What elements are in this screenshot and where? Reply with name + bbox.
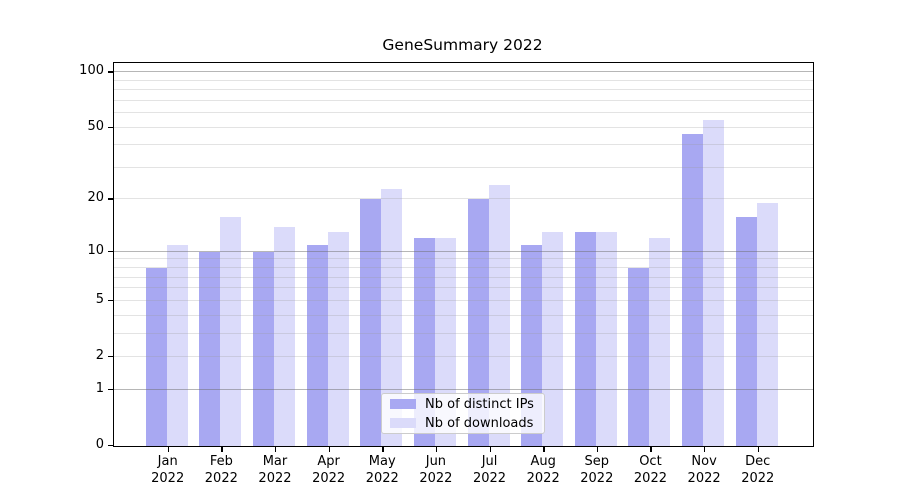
bar-downloads-jan bbox=[166, 244, 188, 446]
gridline-50 bbox=[114, 126, 813, 128]
x-tick-label-feb: Feb 2022 bbox=[204, 454, 238, 486]
x-tick-label-apr: Apr 2022 bbox=[312, 454, 346, 486]
gridline-90 bbox=[114, 79, 813, 81]
y-tick-label-20: 20 bbox=[87, 190, 104, 206]
x-tick-jun bbox=[435, 447, 438, 453]
bar-downloads-aug bbox=[542, 232, 564, 446]
y-tick-2 bbox=[107, 356, 113, 358]
bar-ips-jul bbox=[467, 199, 489, 446]
x-tick-label-sep: Sep 2022 bbox=[580, 454, 614, 486]
bar-downloads-jul bbox=[488, 185, 510, 446]
legend-swatch-ips bbox=[390, 399, 416, 409]
bar-ips-jan bbox=[145, 268, 167, 446]
gridline-80 bbox=[114, 89, 813, 91]
bar-downloads-mar bbox=[273, 226, 295, 446]
gridline-20 bbox=[114, 198, 813, 200]
y-tick-100 bbox=[107, 71, 113, 73]
bar-downloads-may bbox=[381, 188, 403, 446]
bar-downloads-dec bbox=[756, 203, 778, 446]
y-tick-label-0: 0 bbox=[95, 437, 104, 452]
gridline-3 bbox=[114, 332, 813, 334]
grid-layer bbox=[114, 63, 813, 446]
bar-downloads-nov bbox=[703, 119, 725, 446]
legend-row-ips: Nb of distinct IPs bbox=[390, 397, 536, 412]
bar-ips-oct bbox=[628, 268, 650, 446]
x-tick-label-oct: Oct 2022 bbox=[633, 454, 667, 486]
gridline-70 bbox=[114, 99, 813, 101]
bar-ips-feb bbox=[199, 251, 221, 446]
x-tick-apr bbox=[328, 447, 330, 453]
x-tick-oct bbox=[650, 447, 652, 453]
bar-downloads-sep bbox=[595, 232, 617, 446]
gridline-10 bbox=[114, 250, 813, 252]
y-tick-label-2: 2 bbox=[95, 348, 104, 363]
y-tick-label-100: 100 bbox=[79, 63, 104, 79]
gridline-100 bbox=[114, 71, 813, 73]
gridline-5 bbox=[114, 299, 813, 301]
bar-downloads-feb bbox=[220, 216, 242, 446]
gridline-4 bbox=[114, 314, 813, 316]
x-tick-may bbox=[382, 447, 384, 453]
bar-ips-sep bbox=[574, 232, 596, 446]
x-tick-feb bbox=[221, 447, 223, 453]
x-tick-sep bbox=[596, 447, 599, 453]
chart-title: GeneSummary 2022 bbox=[382, 36, 543, 54]
y-tick-5 bbox=[107, 299, 113, 302]
plot-area: 100 50 20 10 5 2 1 0 Jan 2022 Feb 2022 Mar 2022 Apr 202… bbox=[79, 62, 814, 486]
y-tick-label-5: 5 bbox=[95, 291, 104, 307]
x-tick-label-aug: Aug 2022 bbox=[526, 454, 560, 486]
gridline-9 bbox=[114, 258, 813, 260]
legend-row-downloads: Nb of downloads bbox=[390, 416, 536, 431]
x-tick-label-mar: Mar 2022 bbox=[258, 454, 292, 486]
gridline-7 bbox=[114, 276, 813, 278]
x-tick-dec bbox=[757, 447, 760, 453]
x-tick-jul bbox=[489, 447, 491, 453]
x-tick-mar bbox=[274, 447, 277, 453]
x-tick-label-nov: Nov 2022 bbox=[687, 454, 721, 486]
bar-ips-may bbox=[360, 199, 382, 446]
bar-downloads-apr bbox=[327, 232, 349, 446]
gridline-8 bbox=[114, 267, 813, 269]
bar-ips-mar bbox=[252, 251, 274, 446]
x-tick-label-jul: Jul 2022 bbox=[472, 454, 507, 486]
axis-layer: 100 50 20 10 5 2 1 0 Jan 2022 Feb 2022 Mar 2022 Apr 202… bbox=[79, 63, 813, 486]
gridline-40 bbox=[114, 144, 813, 146]
legend-label-downloads: Nb of downloads bbox=[425, 415, 534, 431]
y-tick-50 bbox=[107, 126, 113, 128]
y-tick-label-1: 1 bbox=[95, 380, 104, 396]
bar-downloads-oct bbox=[649, 238, 671, 446]
bar-ips-nov bbox=[682, 134, 704, 446]
legend-label-ips: Nb of distinct IPs bbox=[425, 396, 534, 412]
y-tick-10 bbox=[107, 250, 113, 253]
y-tick-20 bbox=[107, 198, 113, 200]
y-tick-1 bbox=[107, 388, 113, 391]
gridline-2 bbox=[114, 356, 813, 357]
x-tick-nov bbox=[704, 447, 706, 453]
legend-swatch-downloads bbox=[390, 418, 416, 428]
gridline-30 bbox=[114, 166, 813, 168]
gridline-1 bbox=[114, 388, 813, 390]
legend: Nb of distinct IPs Nb of downloads bbox=[381, 393, 545, 434]
x-tick-label-jan: Jan 2022 bbox=[151, 454, 185, 486]
x-tick-jan bbox=[167, 447, 170, 453]
x-tick-label-dec: Dec 2022 bbox=[741, 454, 775, 486]
gridline-60 bbox=[114, 112, 813, 114]
y-tick-label-50: 50 bbox=[87, 118, 104, 134]
gridline-6 bbox=[114, 287, 813, 289]
y-tick-label-10: 10 bbox=[87, 242, 104, 258]
bar-ips-dec bbox=[735, 216, 757, 446]
bar-ips-apr bbox=[306, 244, 328, 446]
y-tick-0 bbox=[107, 445, 113, 447]
x-tick-label-may: May 2022 bbox=[365, 454, 399, 486]
x-tick-label-jun: Jun 2022 bbox=[419, 454, 453, 486]
x-tick-aug bbox=[543, 447, 545, 453]
